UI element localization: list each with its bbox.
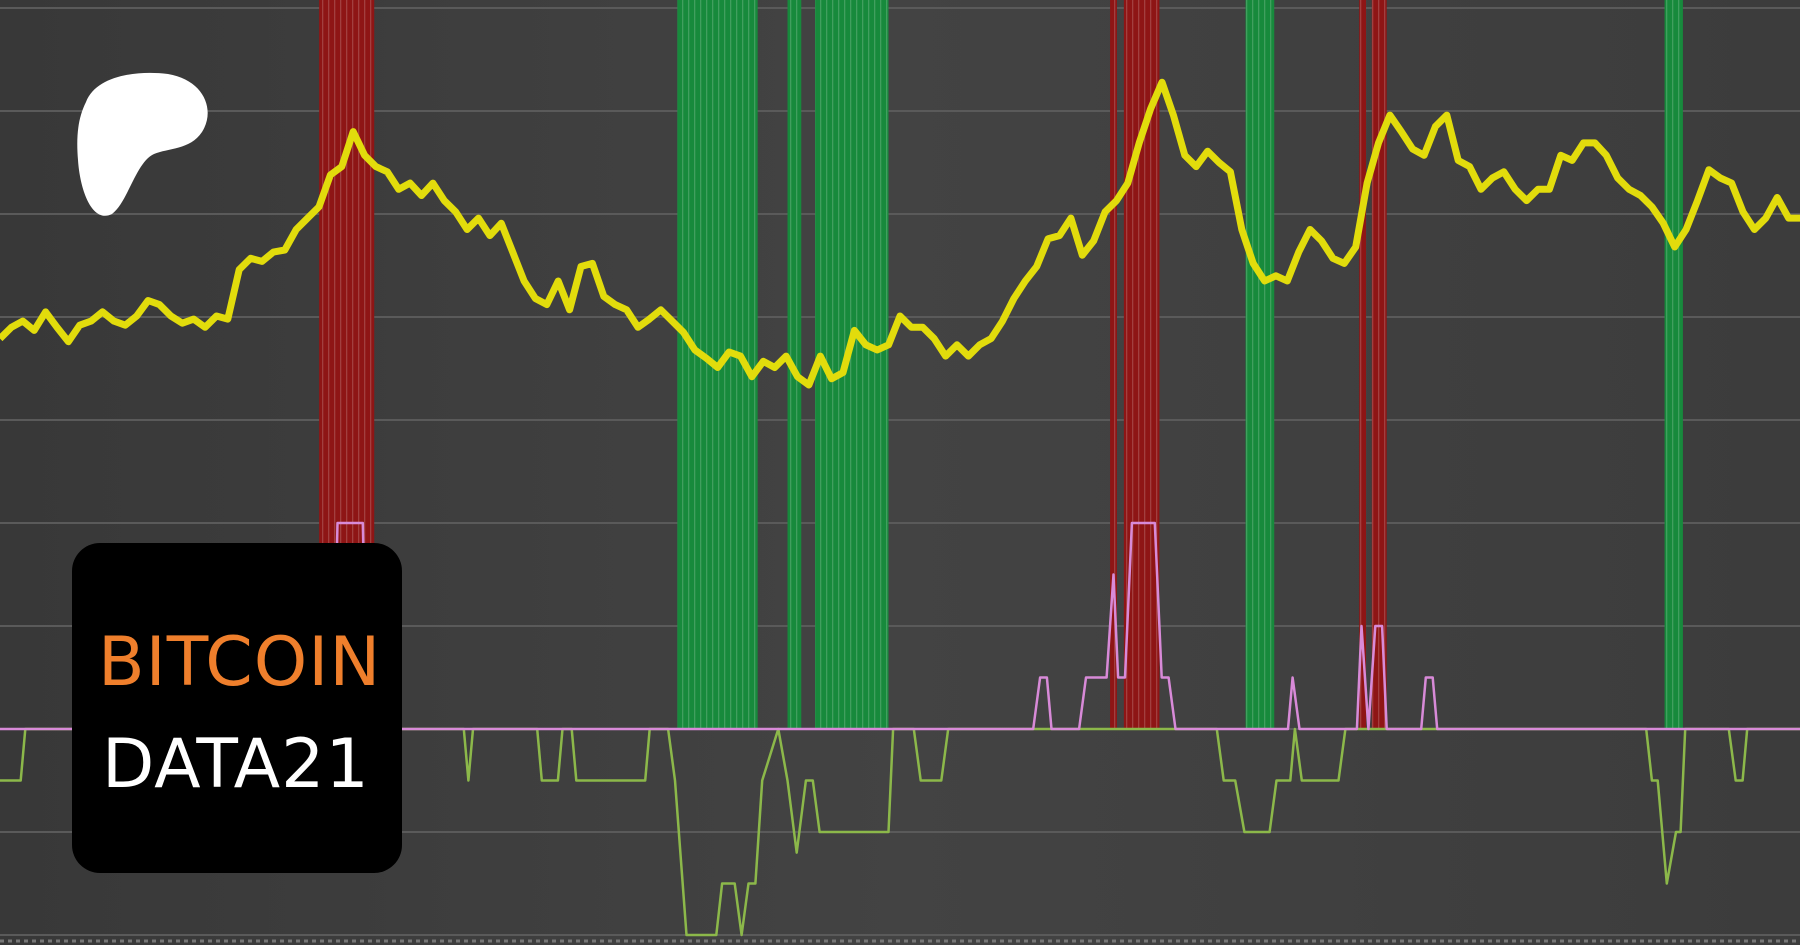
- brand-line-data21: DATA21: [102, 725, 370, 804]
- buy-signal-band: [1664, 0, 1683, 729]
- series-lines: [0, 78, 1800, 937]
- brand-badge: BITCOIN DATA21: [72, 543, 402, 873]
- signal-bands: [319, 0, 1683, 729]
- buy-signal-band: [1245, 0, 1275, 729]
- sell-signal-band: [1371, 0, 1387, 729]
- patreon-logo-icon: [76, 70, 214, 218]
- brand-line-bitcoin: BITCOIN: [98, 623, 382, 702]
- price-line: [0, 78, 1800, 389]
- top-indicator-line: [0, 521, 1800, 731]
- sell-signal-band: [1359, 0, 1367, 729]
- sell-signal-band: [1123, 0, 1160, 729]
- sell-signal-band: [1110, 0, 1117, 729]
